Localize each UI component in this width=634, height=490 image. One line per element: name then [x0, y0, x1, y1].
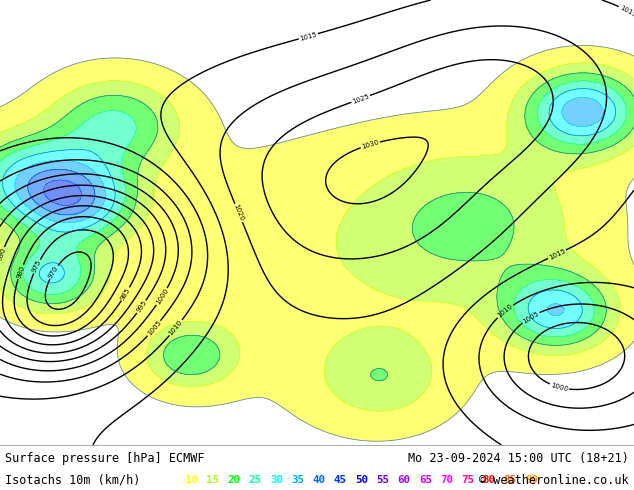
Text: 990: 990: [0, 247, 7, 262]
Text: 1000: 1000: [155, 288, 169, 306]
Text: 80: 80: [482, 475, 496, 485]
Text: 75: 75: [462, 475, 474, 485]
Text: 1030: 1030: [361, 139, 380, 150]
Text: 985: 985: [119, 287, 132, 301]
Text: 30: 30: [270, 475, 283, 485]
Text: 90: 90: [525, 475, 538, 485]
Text: 1010: 1010: [496, 303, 514, 319]
Text: 995: 995: [135, 299, 148, 314]
Text: 65: 65: [419, 475, 432, 485]
Text: 35: 35: [292, 475, 304, 485]
Text: © weatheronline.co.uk: © weatheronline.co.uk: [479, 473, 629, 487]
Text: 40: 40: [313, 475, 326, 485]
Text: 1015: 1015: [618, 4, 634, 18]
Text: 10: 10: [185, 475, 198, 485]
Text: 975: 975: [31, 259, 42, 274]
Text: Mo 23-09-2024 15:00 UTC (18+21): Mo 23-09-2024 15:00 UTC (18+21): [408, 452, 629, 465]
Text: Surface pressure [hPa] ECMWF: Surface pressure [hPa] ECMWF: [5, 452, 205, 465]
Text: 1015: 1015: [299, 31, 318, 42]
Text: 1015: 1015: [548, 247, 566, 261]
Text: 20: 20: [228, 475, 241, 485]
Text: 85: 85: [503, 475, 517, 485]
Text: 1005: 1005: [522, 310, 540, 324]
Text: 1000: 1000: [550, 382, 569, 392]
Text: 1010: 1010: [168, 319, 184, 337]
Text: 970: 970: [48, 265, 60, 279]
Text: Isotachs 10m (km/h): Isotachs 10m (km/h): [5, 473, 141, 487]
Text: 50: 50: [355, 475, 368, 485]
Text: 45: 45: [333, 475, 347, 485]
Text: 15: 15: [207, 475, 219, 485]
Text: 60: 60: [398, 475, 411, 485]
Text: 55: 55: [376, 475, 389, 485]
Text: 25: 25: [249, 475, 262, 485]
Text: 1020: 1020: [233, 203, 245, 222]
Text: 70: 70: [440, 475, 453, 485]
Text: 1005: 1005: [146, 319, 162, 337]
Text: 980: 980: [15, 265, 26, 279]
Text: 1025: 1025: [351, 93, 370, 105]
